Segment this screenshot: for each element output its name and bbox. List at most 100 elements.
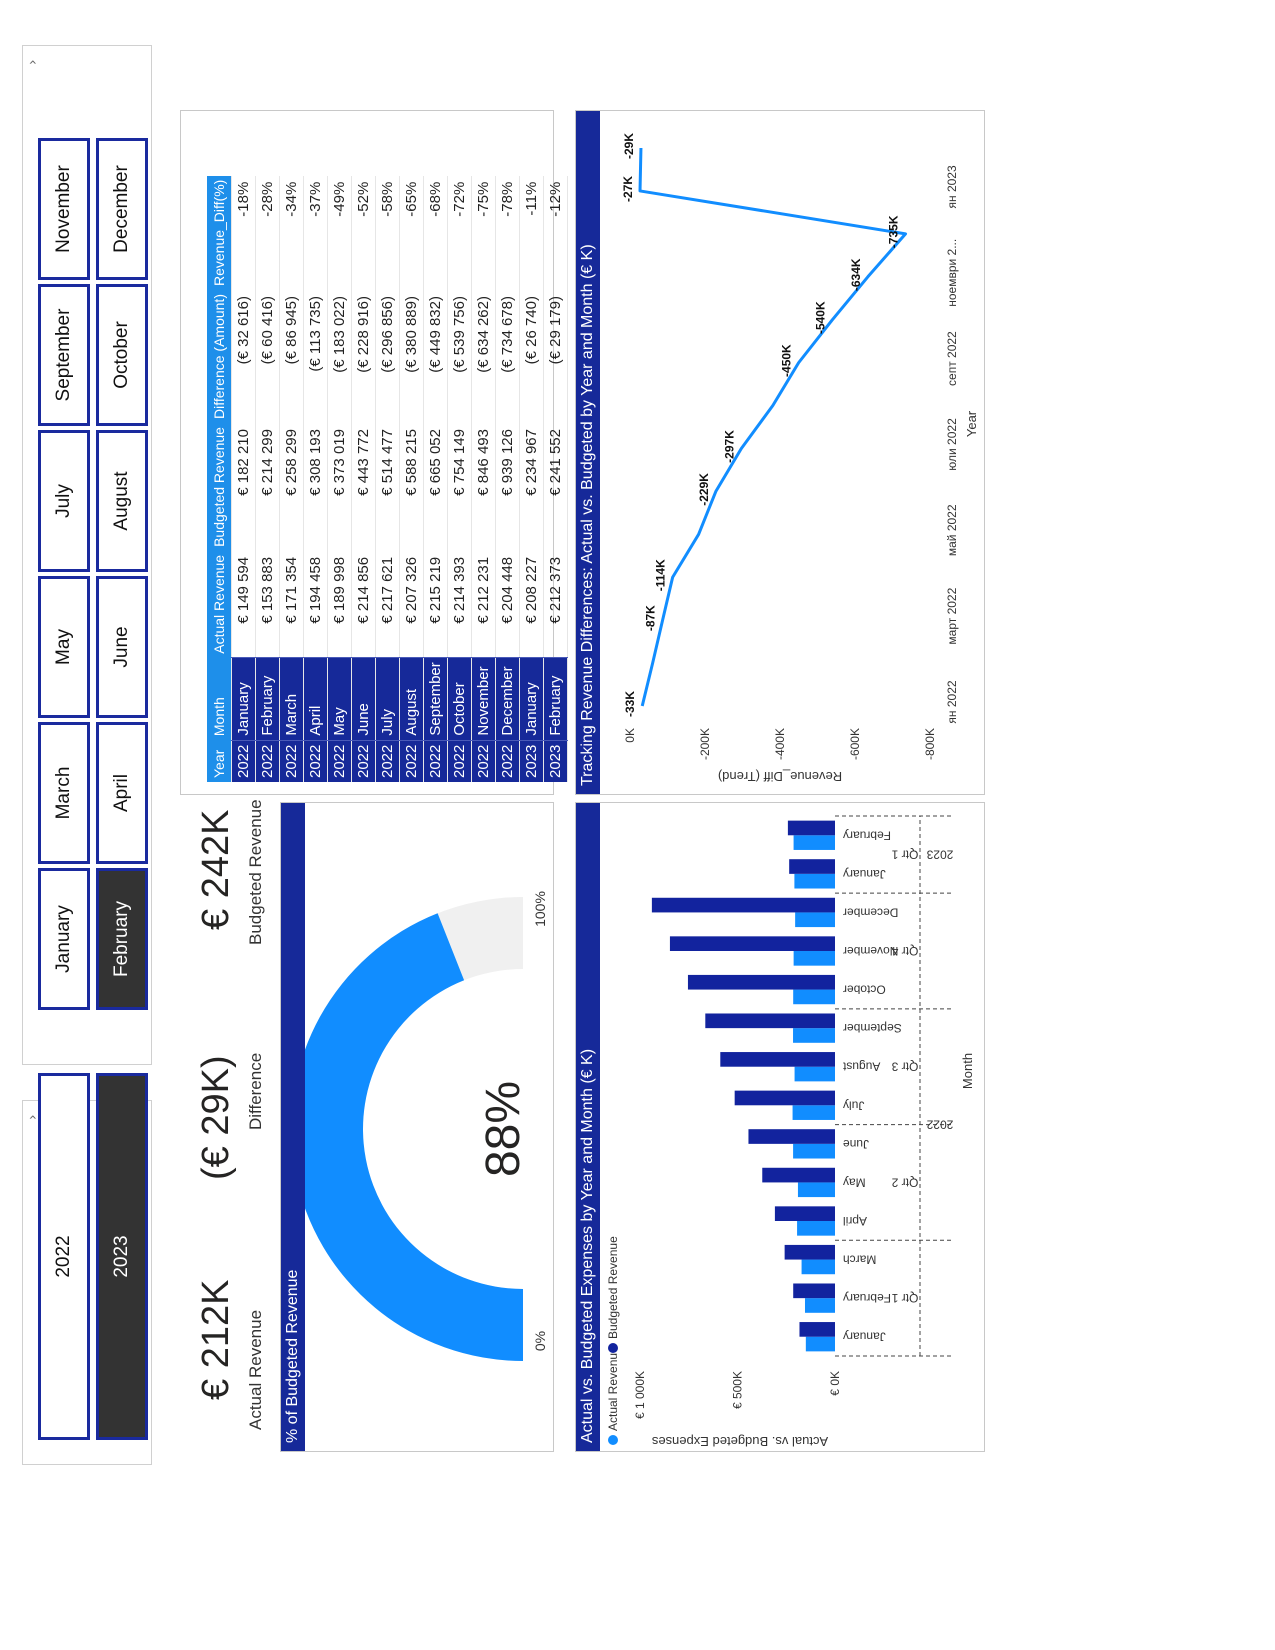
gauge-fill xyxy=(305,913,523,1361)
data-label: -735K xyxy=(887,215,901,248)
table-row[interactable]: 2022 April € 194 458 € 308 193 (€ 113 735) -3… xyxy=(303,175,328,782)
difference-label: Difference xyxy=(246,1052,265,1130)
table-header-cell[interactable]: Actual Revenue xyxy=(207,550,232,658)
table-cell: 2022 xyxy=(255,740,280,782)
table-cell: 2023 xyxy=(543,740,568,782)
table-header-cell[interactable]: Budgeted Revenue xyxy=(207,423,232,551)
bar-actual xyxy=(793,1028,835,1043)
line-x-tick: май 2022 xyxy=(945,504,959,556)
table-cell: January xyxy=(231,657,256,741)
table-cell: (€ 86 945) xyxy=(283,296,300,365)
table-cell: July xyxy=(375,657,400,741)
chevron-down-icon[interactable]: › xyxy=(25,59,41,65)
table-cell: € 214 856 xyxy=(355,556,372,624)
table-cell: -52% xyxy=(355,181,372,217)
bar-actual xyxy=(793,1143,835,1159)
line-y-axis-title: Revenue_Diff (Trend) xyxy=(718,769,842,784)
table-row[interactable]: 2022 December € 204 448 € 939 126 (€ 734 678… xyxy=(495,175,520,782)
table-header-cell[interactable]: Month xyxy=(207,657,232,741)
bar-x-tick: October xyxy=(843,983,886,997)
year-button-2022[interactable]: 2022 xyxy=(38,1073,90,1440)
table-row[interactable]: 2023 February € 212 373 € 241 552 (€ 29 179)… xyxy=(543,175,568,782)
legend-label: Actual Revenue xyxy=(606,1346,620,1431)
table-header-cell[interactable]: Difference (Amount) xyxy=(207,290,232,424)
bar-chart: Actual Revenue Budgeted Revenue Actual vs.… xyxy=(606,815,975,1449)
table-cell: € 215 219 xyxy=(427,556,444,624)
month-button-october[interactable]: October xyxy=(96,284,148,426)
month-button-august[interactable]: August xyxy=(96,430,148,572)
year-group-label: 2022 xyxy=(926,1118,953,1132)
month-button-november[interactable]: November xyxy=(38,138,90,280)
actual-revenue-label: Actual Revenue xyxy=(246,1309,265,1430)
month-button-january[interactable]: January xyxy=(38,868,90,1010)
bar-budgeted xyxy=(793,1283,836,1299)
table-cell: € 212 373 xyxy=(547,556,564,624)
month-button-may[interactable]: May xyxy=(38,576,90,718)
table-cell: € 208 227 xyxy=(523,556,540,624)
line-y-tick: 0K xyxy=(623,728,637,743)
table-row[interactable]: 2023 January € 208 227 € 234 967 (€ 26 740) -… xyxy=(519,175,544,782)
table-cell: € 754 149 xyxy=(451,429,468,496)
line-x-tick: септ 2022 xyxy=(945,331,959,386)
legend-label: Budgeted Revenue xyxy=(606,1236,620,1339)
table-cell: -12% xyxy=(547,181,564,217)
bar-y-tick: € 0K xyxy=(828,1371,842,1396)
quarter-label: Qtr 2 xyxy=(891,1175,918,1189)
table-cell: (€ 26 740) xyxy=(523,296,540,365)
month-button-december[interactable]: December xyxy=(96,138,148,280)
table-row[interactable]: 2022 February € 153 883 € 214 299 (€ 60 416)… xyxy=(255,175,280,782)
table-cell: April xyxy=(303,657,328,741)
table-cell: € 153 883 xyxy=(259,556,276,624)
table-cell: 2022 xyxy=(327,740,352,782)
table-row[interactable]: 2022 October € 214 393 € 754 149 (€ 539 756)… xyxy=(447,175,472,782)
line-y-tick: -200K xyxy=(698,728,712,760)
table-row[interactable]: 2022 July € 217 621 € 514 477 (€ 296 856) -58… xyxy=(375,175,400,782)
table-row[interactable]: 2022 March € 171 354 € 258 299 (€ 86 945) -34… xyxy=(279,175,304,782)
legend-marker xyxy=(608,1343,618,1353)
table-cell: -68% xyxy=(427,181,444,217)
table-cell: -49% xyxy=(331,181,348,217)
table-row[interactable]: 2022 September € 215 219 € 665 052 (€ 449 83… xyxy=(423,175,448,782)
bar-x-tick: June xyxy=(843,1137,869,1151)
table-cell: € 665 052 xyxy=(427,429,444,496)
year-button-2023[interactable]: 2023 xyxy=(96,1073,148,1440)
bar-x-tick: May xyxy=(843,1175,866,1189)
table-row[interactable]: 2022 June € 214 856 € 443 772 (€ 228 916) -52… xyxy=(351,175,376,782)
month-button-march[interactable]: March xyxy=(38,722,90,864)
bar-budgeted xyxy=(774,1206,835,1221)
table-row[interactable]: 2022 August € 207 326 € 588 215 (€ 380 889) -… xyxy=(399,175,424,782)
table-cell: -37% xyxy=(307,181,324,217)
table-header-cell[interactable]: Revenue_Diff(%) xyxy=(207,175,232,291)
month-button-february[interactable]: February xyxy=(96,868,148,1010)
quarter-label: Qtr 3 xyxy=(891,1060,918,1074)
month-button-june[interactable]: June xyxy=(96,576,148,718)
bar-budgeted xyxy=(762,1167,835,1183)
data-label: -540K xyxy=(813,301,827,334)
table-row[interactable]: 2022 May € 189 998 € 373 019 (€ 183 022) -49% xyxy=(327,175,352,782)
data-label: -229K xyxy=(697,473,711,506)
table-header-cell[interactable]: Year xyxy=(207,740,232,782)
table-row[interactable]: 2022 November € 212 231 € 846 493 (€ 634 262… xyxy=(471,175,496,782)
table-row[interactable]: 2022 January € 149 594 € 182 210 (€ 32 616) -… xyxy=(231,175,256,782)
table-cell: € 939 126 xyxy=(499,429,516,496)
table-cell: October xyxy=(447,657,472,741)
bar-actual xyxy=(797,1221,835,1236)
month-button-september[interactable]: September xyxy=(38,284,90,426)
table-cell: September xyxy=(423,657,448,741)
table-cell: € 194 458 xyxy=(307,556,324,624)
month-button-july[interactable]: July xyxy=(38,430,90,572)
gauge-chart: 88% 0% 100% xyxy=(305,891,548,1361)
table-cell: -11% xyxy=(523,181,540,216)
table-cell: January xyxy=(519,657,544,741)
legend-marker xyxy=(608,1435,618,1445)
table-cell: -18% xyxy=(235,181,252,217)
month-button-april[interactable]: April xyxy=(96,722,148,864)
table-cell: € 212 231 xyxy=(475,556,492,624)
bar-x-tick: September xyxy=(843,1021,902,1035)
line-x-tick: ян 2023 xyxy=(945,165,959,208)
data-label: -87K xyxy=(644,605,658,631)
table-cell: August xyxy=(399,657,424,741)
bar-y-tick: € 500K xyxy=(731,1371,745,1409)
bar-actual xyxy=(793,950,836,966)
